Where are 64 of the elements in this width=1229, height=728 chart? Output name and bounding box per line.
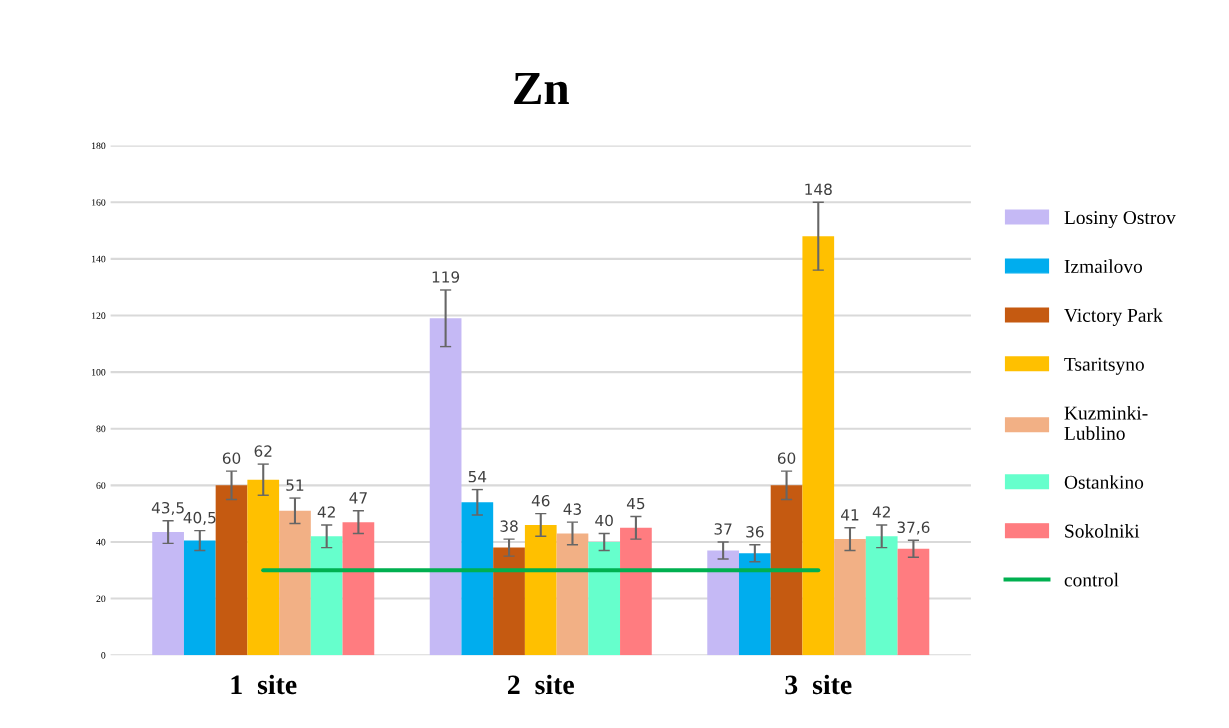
chart-title: Zn (514, 73, 569, 104)
data-label: 42 (872, 506, 890, 518)
data-label: 43 (563, 503, 581, 515)
data-label: 43,5 (151, 501, 184, 516)
bar (620, 527, 652, 656)
x-tick-label: 2 site (507, 674, 574, 695)
data-label: 119 (432, 271, 460, 283)
legend-label: Ostankino (1064, 475, 1144, 489)
bar (183, 540, 216, 656)
data-label: 37 (714, 523, 732, 535)
bar (310, 536, 343, 656)
legend-label: Tsaritsyno (1064, 357, 1144, 375)
y-tick-label: 120 (92, 312, 106, 319)
legend-label: Kuzminki- Lublino (1064, 405, 1148, 440)
bar (770, 485, 803, 656)
bar (493, 547, 525, 656)
bar (865, 536, 898, 656)
data-label: 41 (841, 509, 859, 521)
bar (429, 318, 462, 656)
data-label: 47 (349, 492, 367, 504)
data-label: 46 (531, 494, 550, 507)
y-tick-label: 80 (96, 425, 106, 433)
bar (342, 522, 375, 656)
bar (524, 524, 557, 656)
bar (215, 485, 248, 656)
data-label: 38 (500, 520, 518, 532)
bar (802, 236, 835, 656)
bar (588, 541, 621, 656)
data-label: 60 (222, 452, 241, 464)
data-label: 42 (317, 506, 335, 518)
bar (834, 539, 866, 656)
data-label: 62 (254, 445, 272, 457)
data-label: 36 (746, 526, 764, 538)
data-label: 60 (777, 452, 796, 464)
legend-label: Victory Park (1064, 308, 1163, 326)
data-label: 54 (468, 471, 487, 483)
x-tick-label: 1 site (231, 674, 297, 695)
y-tick-label: 20 (96, 595, 106, 603)
data-label: 148 (805, 183, 832, 196)
bar (461, 502, 494, 656)
legend-label: Izmailovo (1064, 259, 1143, 274)
bar (897, 548, 930, 656)
data-label: 40,5 (183, 511, 216, 525)
bar (152, 532, 184, 656)
data-label: 37,6 (897, 521, 930, 535)
y-tick-label: 40 (96, 538, 106, 546)
data-label: 51 (286, 479, 304, 491)
bar (707, 550, 739, 656)
y-tick-label: 140 (92, 255, 106, 263)
x-tick-label: 3 site (785, 674, 852, 695)
y-tick-label: 160 (92, 199, 106, 206)
data-label: 45 (626, 497, 645, 510)
legend-label: control (1064, 572, 1119, 587)
bar (556, 533, 589, 656)
y-tick-label: 0 (101, 652, 106, 659)
legend-label: Losiny Ostrov (1064, 211, 1176, 229)
y-tick-label: 60 (96, 482, 106, 489)
bar (738, 553, 771, 656)
bar (247, 479, 280, 656)
data-label: 40 (595, 514, 613, 527)
y-tick-label: 100 (92, 369, 106, 376)
y-tick-label: 180 (92, 142, 106, 150)
bar (279, 510, 311, 656)
legend-label: Sokolniki (1065, 523, 1140, 538)
